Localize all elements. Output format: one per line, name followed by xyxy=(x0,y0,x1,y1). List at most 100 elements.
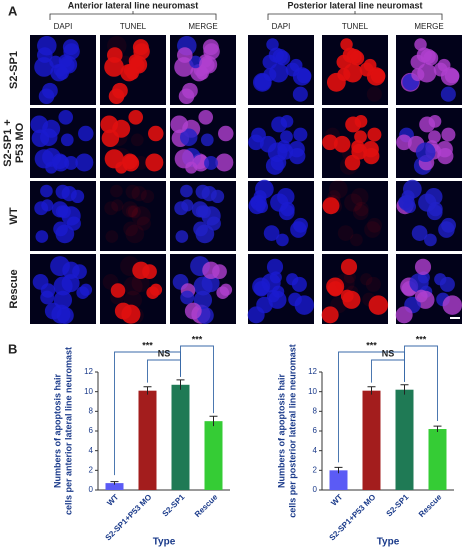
nucleus xyxy=(368,295,389,315)
nucleus xyxy=(428,115,442,128)
nucleus xyxy=(396,134,412,151)
nucleus xyxy=(340,258,358,275)
nucleus xyxy=(110,283,126,298)
nucleus xyxy=(423,50,439,66)
nucleus xyxy=(142,264,157,280)
nucleus xyxy=(255,200,269,214)
nucleus xyxy=(192,154,210,172)
nucleus xyxy=(76,286,90,300)
y-tick-label: 2 xyxy=(89,465,94,474)
nucleus xyxy=(415,142,436,163)
nucleus xyxy=(110,128,128,146)
nucleus xyxy=(189,55,202,69)
nucleus xyxy=(175,230,189,243)
nucleus xyxy=(174,57,194,77)
nucleus xyxy=(364,221,381,238)
nucleus xyxy=(35,230,49,243)
nucleus xyxy=(329,200,343,214)
nucleus xyxy=(370,68,386,84)
y-tick-label: 6 xyxy=(89,426,94,435)
bar xyxy=(105,483,124,490)
y-tick-label: 12 xyxy=(308,367,317,376)
nucleus xyxy=(350,233,363,247)
bar xyxy=(171,384,190,490)
nucleus xyxy=(52,154,70,172)
nucleus xyxy=(53,276,73,296)
nucleus xyxy=(184,302,202,320)
nucleus xyxy=(44,302,62,320)
nucleus xyxy=(322,197,340,215)
nucleus xyxy=(424,233,437,247)
nucleus xyxy=(293,217,308,233)
y-tick-label: 0 xyxy=(89,485,94,494)
nucleus xyxy=(40,184,53,198)
nucleus xyxy=(321,306,339,324)
nucleus xyxy=(127,205,141,219)
nucleus xyxy=(292,86,308,102)
nucleus xyxy=(218,125,234,142)
bar xyxy=(395,389,414,490)
nucleus xyxy=(326,277,345,296)
y-tick-label: 8 xyxy=(89,406,94,415)
nucleus xyxy=(105,230,119,243)
nucleus xyxy=(131,274,150,293)
nucleus xyxy=(428,130,441,144)
nucleus xyxy=(280,130,293,144)
group-title: Posterior lateral line neuromast xyxy=(287,0,422,10)
nucleus xyxy=(180,290,195,305)
y-tick-label: 8 xyxy=(313,406,318,415)
nucleus xyxy=(262,54,278,70)
y-tick-label: 4 xyxy=(89,446,94,455)
nucleus xyxy=(58,110,74,125)
error-bar xyxy=(143,386,152,395)
nucleus xyxy=(296,68,312,84)
nucleus xyxy=(193,221,208,237)
nucleus xyxy=(131,186,147,202)
nucleus xyxy=(280,115,294,128)
nucleus xyxy=(193,276,213,296)
x-tick-label: Rescue xyxy=(417,492,444,519)
y-tick-label: 12 xyxy=(84,367,93,376)
nucleus xyxy=(60,133,74,147)
bracket xyxy=(49,11,217,20)
nucleus xyxy=(409,273,429,293)
nucleus xyxy=(41,199,54,212)
nucleus xyxy=(30,115,49,134)
nucleus xyxy=(125,224,145,244)
nucleus xyxy=(182,82,198,99)
nucleus xyxy=(34,149,54,169)
nucleus xyxy=(110,290,125,305)
nucleus xyxy=(104,149,124,169)
row-label: S2-SP1 xyxy=(8,51,20,89)
nucleus xyxy=(134,156,148,170)
significance-label: *** xyxy=(416,334,427,344)
nucleus xyxy=(275,50,291,66)
nucleus xyxy=(148,125,164,142)
nucleus xyxy=(247,306,265,324)
y-axis-title: Numbers of apoptosis hair xyxy=(276,374,286,489)
nucleus xyxy=(327,190,341,204)
x-tick-label: S2-SP1 xyxy=(161,492,187,518)
micrograph xyxy=(322,181,388,251)
nucleus xyxy=(40,290,55,305)
nucleus xyxy=(215,153,234,172)
significance-label: NS xyxy=(158,348,171,358)
nucleus xyxy=(395,306,413,324)
nucleus xyxy=(439,276,455,292)
nucleus xyxy=(104,201,119,216)
significance-bracket xyxy=(147,359,181,383)
significance-bracket xyxy=(404,345,438,422)
nucleus xyxy=(123,276,143,296)
nucleus xyxy=(75,153,94,172)
group-title: Anterior lateral line neuromast xyxy=(68,0,199,10)
nucleus xyxy=(49,55,62,69)
nucleus xyxy=(351,188,369,206)
nucleus xyxy=(324,194,341,211)
nucleus xyxy=(403,200,417,214)
column-label: TUNEL xyxy=(342,22,369,31)
y-axis-title: cells per posterior lateral line neuroma… xyxy=(287,344,297,518)
x-axis-title: Type xyxy=(377,537,400,548)
x-tick-label: WT xyxy=(329,492,344,507)
nucleus xyxy=(354,130,367,144)
bar xyxy=(329,470,348,490)
